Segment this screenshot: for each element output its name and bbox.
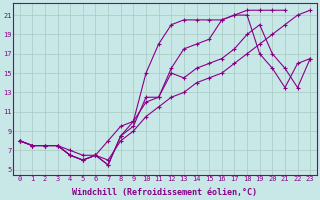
X-axis label: Windchill (Refroidissement éolien,°C): Windchill (Refroidissement éolien,°C) [72,188,258,197]
